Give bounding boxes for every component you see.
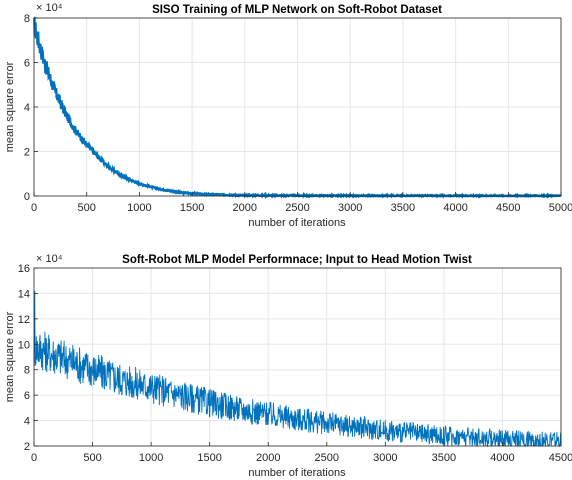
x-tick-label: 2500	[285, 202, 309, 214]
x-tick-label: 1500	[180, 202, 204, 214]
x-tick-label: 4000	[490, 452, 514, 464]
chart-title: SISO Training of MLP Network on Soft-Rob…	[152, 4, 442, 16]
x-tick-label: 3000	[338, 202, 362, 214]
x-tick-label: 3500	[432, 452, 456, 464]
x-tick-label: 3500	[391, 202, 415, 214]
plot-frame	[33, 267, 562, 447]
series-line	[33, 290, 562, 448]
x-tick-label: 500	[78, 202, 96, 214]
x-tick-label: 3000	[373, 452, 397, 464]
y-tick-label: 6	[24, 390, 30, 402]
y-tick-label: 4	[24, 416, 30, 428]
y-axis-label: mean square error	[4, 61, 16, 152]
y-exponent-label: × 10⁴	[36, 253, 63, 265]
y-tick-label: 2	[24, 147, 30, 159]
x-tick-label: 1000	[139, 452, 163, 464]
y-tick-label: 4	[24, 102, 30, 114]
chart-performance: Soft-Robot MLP Model Performnace; Input …	[4, 253, 572, 479]
y-axis-label: mean square error	[4, 311, 16, 402]
y-tick-label: 16	[18, 263, 30, 275]
y-tick-label: 14	[18, 288, 30, 300]
x-tick-label: 1000	[127, 202, 151, 214]
y-tick-label: 0	[24, 191, 30, 203]
y-tick-label: 10	[18, 339, 30, 351]
x-tick-label: 4500	[496, 202, 520, 214]
x-tick-label: 2000	[233, 202, 257, 214]
x-tick-label: 5000	[549, 202, 572, 214]
y-tick-label: 2	[24, 441, 30, 453]
chart-training: SISO Training of MLP Network on Soft-Rob…	[4, 2, 572, 229]
x-tick-label: 4500	[549, 452, 572, 464]
x-tick-label: 2000	[256, 452, 280, 464]
x-tick-label: 1500	[197, 452, 221, 464]
x-tick-label: 4000	[443, 202, 467, 214]
x-tick-label: 0	[31, 452, 37, 464]
y-tick-label: 12	[18, 314, 30, 326]
y-tick-label: 6	[24, 58, 30, 70]
x-tick-label: 500	[83, 452, 101, 464]
x-tick-label: 0	[31, 202, 37, 214]
y-exponent-label: × 10⁴	[36, 2, 63, 14]
x-tick-label: 2500	[315, 452, 339, 464]
y-tick-label: 8	[24, 365, 30, 377]
chart-title: Soft-Robot MLP Model Performnace; Input …	[122, 254, 472, 266]
x-axis-label: number of iterations	[248, 467, 346, 479]
x-axis-label: number of iterations	[248, 217, 346, 229]
y-tick-label: 8	[24, 13, 30, 25]
